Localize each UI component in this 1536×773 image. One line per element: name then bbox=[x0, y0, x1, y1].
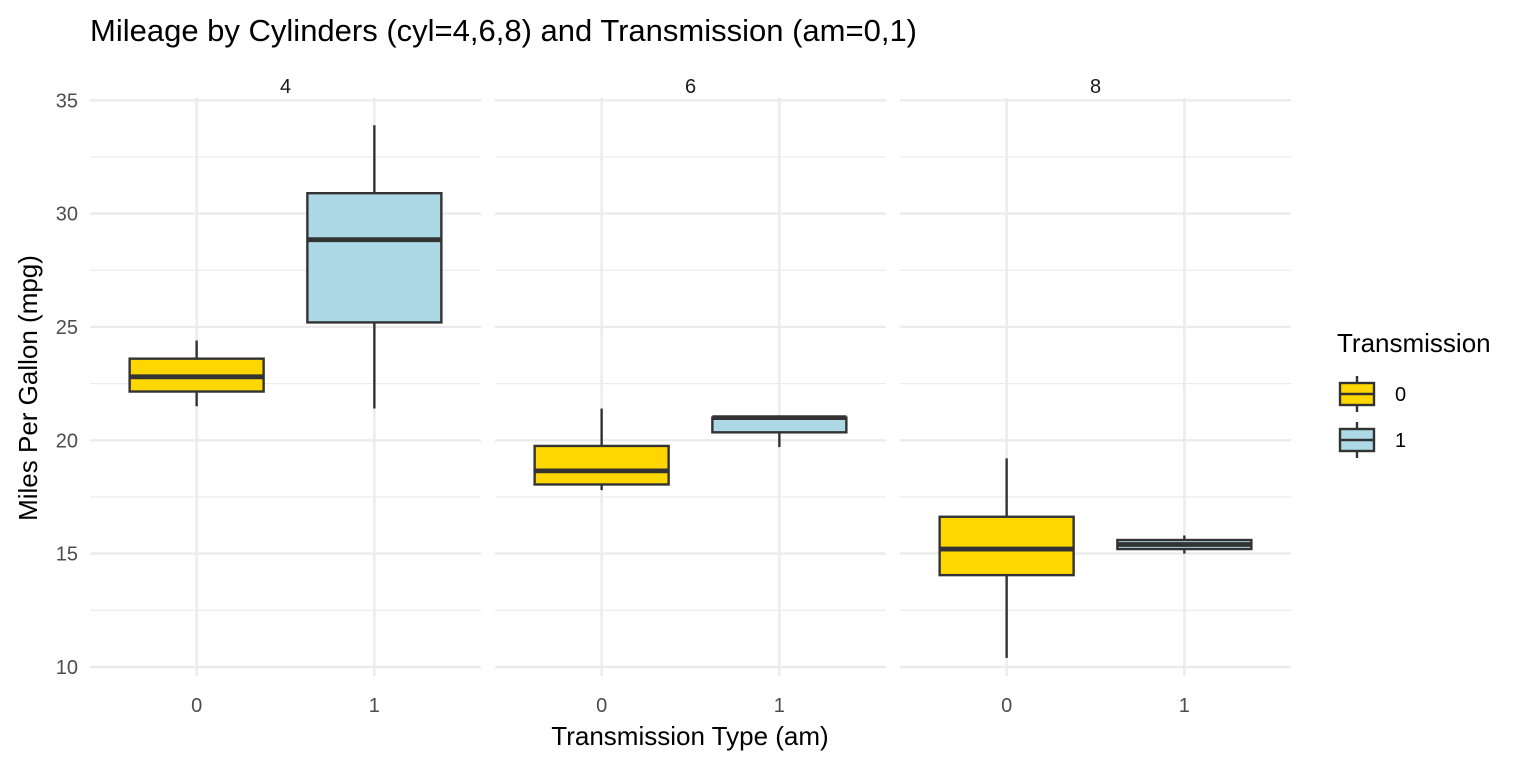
boxplot-cyl4-am0 bbox=[128, 340, 265, 407]
facet-label-6: 6 bbox=[685, 76, 696, 98]
x-tick-label: 1 bbox=[774, 695, 785, 717]
y-tick-label: 10 bbox=[56, 657, 78, 679]
boxplot-cyl8-am1 bbox=[1116, 535, 1253, 554]
facet-label-8: 8 bbox=[1090, 76, 1101, 98]
legend-items: 01 bbox=[1338, 376, 1406, 458]
x-tick-label: 1 bbox=[1179, 695, 1190, 717]
y-axis: 10 15 20 25 30 35 bbox=[56, 90, 78, 679]
y-tick-label: 20 bbox=[56, 430, 78, 452]
y-tick-label: 35 bbox=[56, 90, 78, 112]
boxplot-cyl4-am1 bbox=[306, 125, 443, 409]
x-tick-label: 1 bbox=[369, 695, 380, 717]
y-tick-label: 25 bbox=[56, 317, 78, 339]
grid-layer bbox=[90, 98, 1291, 676]
legend-title: Transmission bbox=[1337, 328, 1491, 358]
box-iqr bbox=[306, 191, 443, 324]
box-iqr bbox=[533, 444, 670, 486]
y-tick-label: 30 bbox=[56, 204, 78, 226]
facet-strips: 4 6 8 bbox=[280, 76, 1101, 98]
legend-item-0: 0 bbox=[1338, 376, 1406, 412]
x-tick-label: 0 bbox=[191, 695, 202, 717]
chart-title: Mileage by Cylinders (cyl=4,6,8) and Tra… bbox=[90, 13, 917, 48]
boxplot-cyl6-am0 bbox=[533, 408, 670, 491]
box-iqr bbox=[938, 515, 1075, 577]
legend-item-1: 1 bbox=[1338, 422, 1406, 458]
y-tick-label: 15 bbox=[56, 544, 78, 566]
x-tick-label: 0 bbox=[1001, 695, 1012, 717]
legend-label: 0 bbox=[1395, 384, 1406, 406]
boxplot-cyl6-am1 bbox=[711, 415, 848, 448]
x-axis-label: Transmission Type (am) bbox=[551, 721, 828, 751]
x-tick-label: 0 bbox=[596, 695, 607, 717]
x-axis: 0 1 0 1 0 1 bbox=[191, 695, 1190, 717]
boxplot-cyl8-am0 bbox=[938, 458, 1075, 658]
box-layer bbox=[128, 125, 1253, 658]
y-axis-label: Miles Per Gallon (mpg) bbox=[13, 255, 43, 521]
facet-label-4: 4 bbox=[280, 76, 291, 98]
legend-label: 1 bbox=[1395, 430, 1406, 452]
legend: Transmission 01 bbox=[1337, 328, 1491, 458]
